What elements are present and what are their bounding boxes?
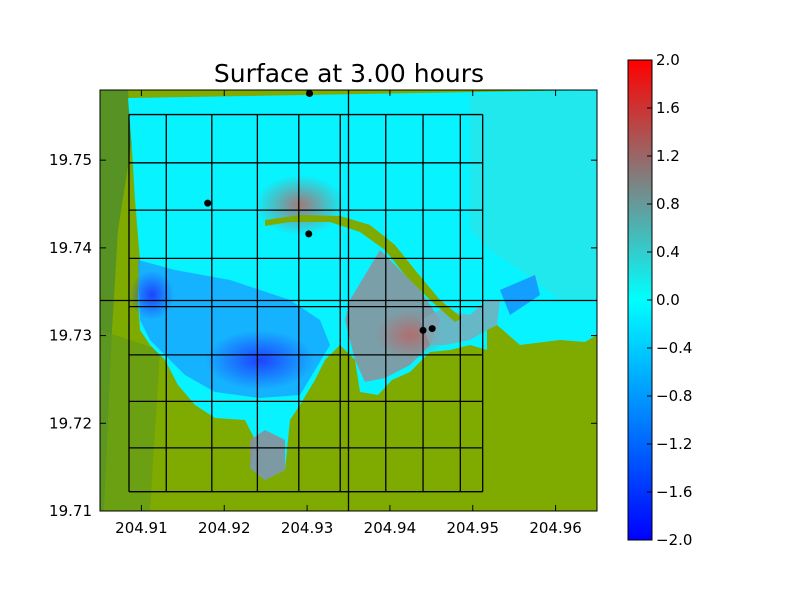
grid-lines: [128, 113, 484, 493]
colorbar-axis: 2.0 1.6 1.2 0.8 0.4 0.0 −0.4 −0.8 −1.2 −1.6 −2.0: [647, 51, 692, 549]
colorbar-tick-label: −0.4: [656, 339, 692, 357]
colorbar-tick-label: 2.0: [656, 51, 680, 69]
gauge-marker: [305, 230, 313, 238]
y-tick-label: 19.71: [49, 502, 92, 520]
x-tick-label: 204.95: [447, 519, 500, 537]
chart-title: Surface at 3.00 hours: [214, 59, 484, 88]
gauge-marker: [428, 325, 436, 333]
x-tick-label: 204.92: [198, 519, 251, 537]
y-tick-label: 19.73: [49, 327, 92, 345]
colorbar-tick-label: −1.2: [656, 435, 692, 453]
x-tick-label: 204.91: [115, 519, 168, 537]
colorbar-tick-label: 0.4: [656, 243, 680, 261]
gauge-marker: [306, 90, 314, 98]
y-tick-label: 19.75: [49, 151, 92, 169]
colorbar-tick-label: −1.6: [656, 483, 692, 501]
colorbar-tick-label: −0.8: [656, 387, 692, 405]
negative-east: [500, 275, 540, 315]
x-tick-label: 204.96: [529, 519, 582, 537]
deep-spot-west: [130, 270, 174, 320]
x-tick-label: 204.93: [281, 519, 334, 537]
colorbar-tick-label: 0.0: [656, 291, 680, 309]
y-axis: 19.71 19.72 19.73 19.74 19.75: [49, 151, 597, 520]
colorbar-tick-label: 1.6: [656, 99, 680, 117]
plot-frame: [99, 89, 598, 512]
y-tick-label: 19.74: [49, 239, 92, 257]
colorbar-tick-label: 0.8: [656, 195, 680, 213]
land-ridge-shade: [100, 330, 160, 511]
gauge-marker: [204, 199, 212, 207]
crosshair: [100, 90, 597, 511]
water-east: [470, 90, 597, 300]
y-tick-label: 19.72: [49, 414, 92, 432]
warm-spot-top: [255, 175, 345, 235]
warm-region-2: [250, 430, 285, 480]
gauge-marker: [419, 326, 427, 334]
colorbar-tick-label: −2.0: [656, 531, 692, 549]
x-tick-label: 204.94: [364, 519, 417, 537]
deep-spot: [205, 330, 315, 390]
x-axis: 204.91 204.92 204.93 204.94 204.95 204.96: [115, 90, 582, 537]
colorbar-tick-label: 1.2: [656, 147, 680, 165]
gauge-markers: [204, 90, 436, 334]
